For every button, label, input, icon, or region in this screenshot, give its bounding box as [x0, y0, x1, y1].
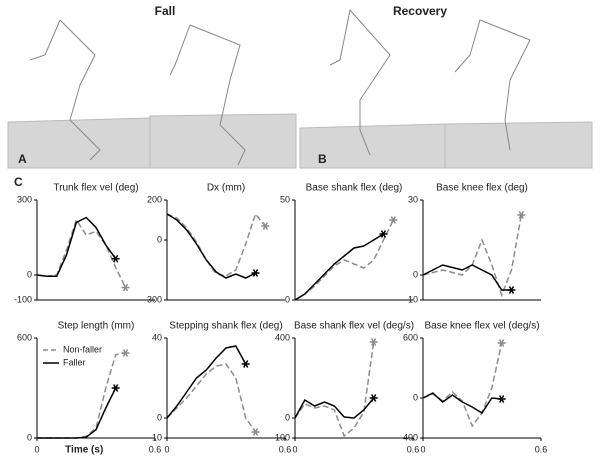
end-marker: [261, 222, 270, 230]
series-line: [166, 212, 266, 277]
chart-title: Trunk flex vel (deg): [53, 183, 138, 194]
y-tick-label: 0: [285, 412, 290, 422]
chart-title: Dx (mm): [207, 183, 245, 194]
end-marker: [369, 338, 378, 346]
x-tick-label: 0: [34, 444, 39, 454]
end-marker: [369, 394, 378, 402]
end-marker: [121, 349, 130, 357]
series-line: [422, 342, 503, 428]
chart-title: Base knee flex (deg): [436, 183, 528, 194]
y-tick-label: -100: [272, 432, 290, 442]
series-line: [294, 341, 375, 438]
end-marker: [111, 254, 120, 263]
y-tick-label: -100: [14, 294, 32, 304]
legend-label: Faller: [63, 357, 86, 367]
chart-title: Base knee flex vel (deg/s): [424, 321, 539, 332]
x-tick-label: 0.6: [535, 444, 548, 454]
end-marker: [251, 269, 260, 277]
y-tick-label: 0: [27, 432, 32, 442]
x-tick-label: 0.6: [407, 444, 420, 454]
panel-label: A: [18, 152, 27, 166]
end-marker: [251, 428, 260, 436]
end-marker: [497, 395, 506, 403]
end-marker: [111, 384, 120, 392]
y-tick-label: 200: [147, 194, 162, 204]
y-tick-label: 0: [413, 392, 418, 402]
fall-label: Fall: [155, 4, 176, 18]
end-marker: [389, 216, 398, 224]
y-tick-label: -400: [400, 432, 418, 442]
panel-label: C: [14, 175, 23, 189]
series-line: [36, 216, 117, 278]
end-marker: [517, 211, 526, 219]
illustration: [7, 9, 593, 169]
chart-title: Step length (mm): [58, 321, 135, 332]
x-axis-label: Time (s): [65, 445, 103, 456]
series-line: [422, 214, 523, 298]
end-marker: [241, 360, 250, 368]
x-tick-label: 0.6: [279, 444, 292, 454]
y-tick-label: 0: [285, 294, 290, 304]
end-marker: [121, 283, 130, 292]
y-tick-label: 40: [152, 332, 162, 342]
series-line: [294, 219, 394, 301]
end-marker: [507, 286, 516, 294]
recovery-label: Recovery: [393, 4, 447, 18]
series-line: [37, 387, 117, 439]
x-tick-label: 0: [164, 444, 169, 454]
series-line: [422, 264, 512, 291]
series-line: [294, 233, 384, 301]
y-tick-label: 600: [403, 332, 418, 342]
y-tick-label: 0: [413, 269, 418, 279]
series-line: [166, 213, 256, 279]
y-tick-label: 300: [17, 194, 32, 204]
y-tick-label: -10: [405, 294, 418, 304]
x-tick-label: 0: [292, 444, 297, 454]
y-tick-label: 30: [408, 194, 418, 204]
y-tick-label: -10: [149, 432, 162, 442]
y-tick-label: 0: [27, 269, 32, 279]
end-marker: [497, 339, 506, 347]
chart-title: Base shank flex (deg): [306, 183, 403, 194]
y-tick-label: 0: [157, 412, 162, 422]
x-tick-label: 0.6: [149, 444, 162, 454]
series-line: [294, 397, 375, 419]
y-tick-label: 50: [280, 194, 290, 204]
x-tick-label: 0: [420, 444, 425, 454]
series-line: [166, 345, 247, 419]
series-line: [422, 392, 502, 415]
chart-title: Base shank flex vel (deg/s): [294, 321, 414, 332]
chart-title: Stepping shank flex (deg): [169, 321, 282, 332]
series-line: [166, 363, 257, 433]
y-tick-label: 0: [157, 234, 162, 244]
y-tick-label: 400: [275, 332, 290, 342]
y-tick-label: -300: [144, 294, 162, 304]
legend-label: Non-faller: [63, 344, 102, 354]
y-tick-label: 600: [17, 332, 32, 342]
end-marker: [379, 230, 388, 238]
panel-label: B: [318, 152, 327, 166]
